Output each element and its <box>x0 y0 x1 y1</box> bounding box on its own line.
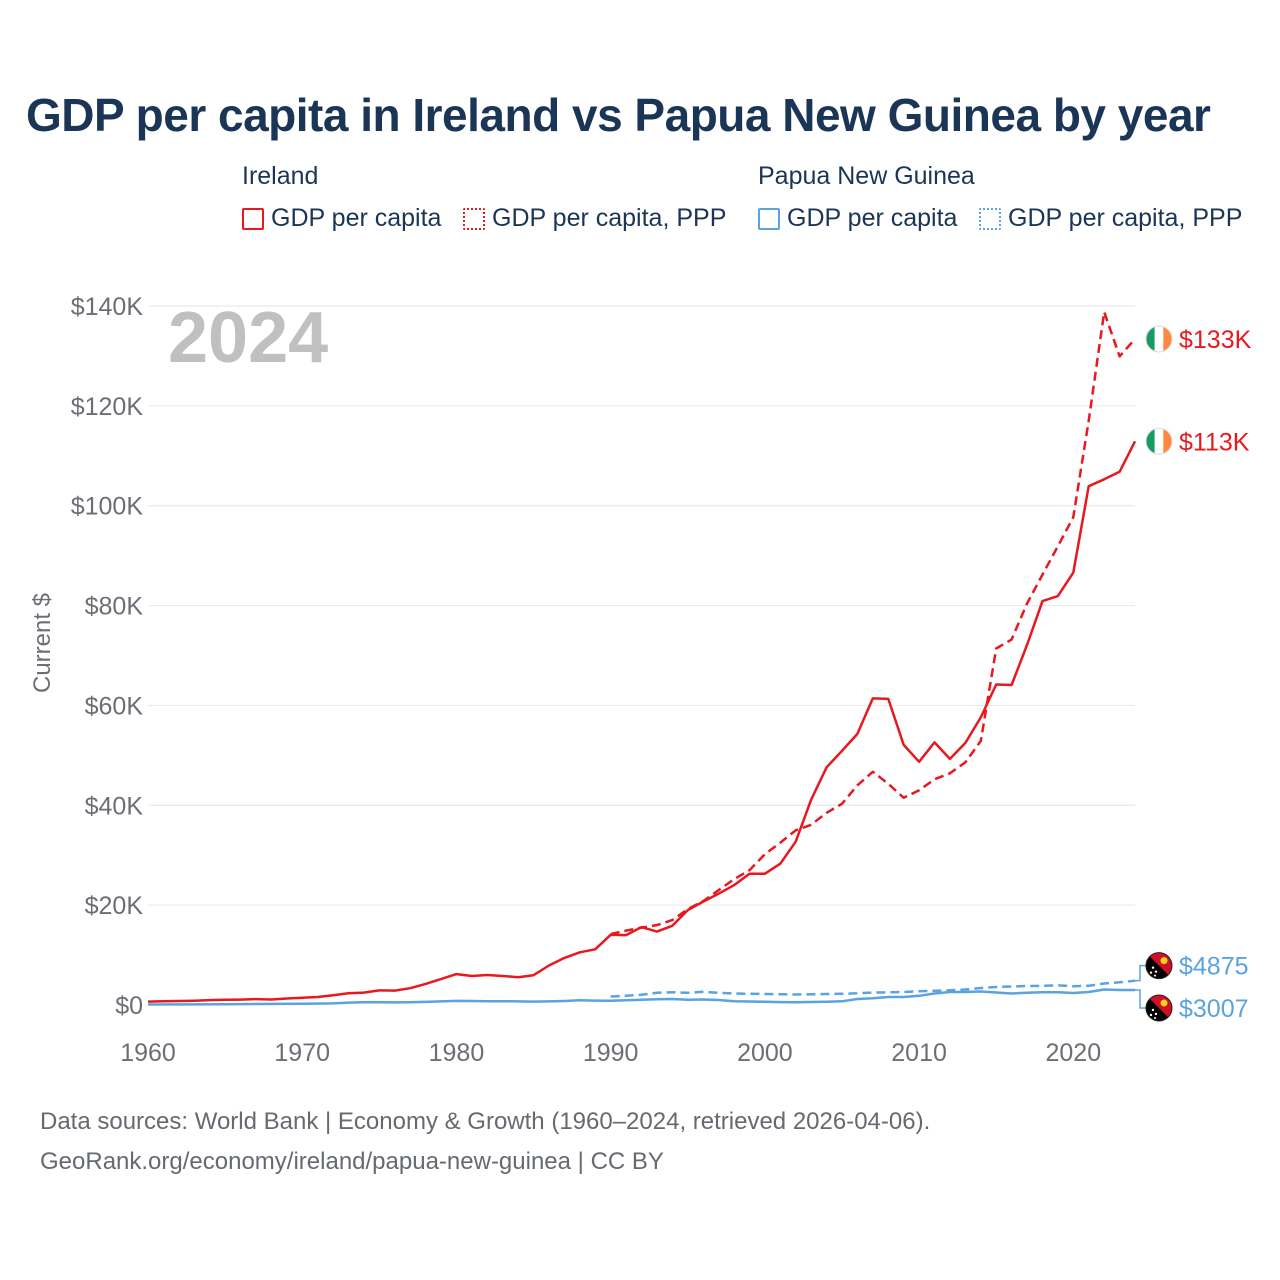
x-tick-label: 2010 <box>891 1039 947 1067</box>
legend-item-ireland-gdp[interactable]: GDP per capita <box>242 204 441 233</box>
dotted-line-swatch-icon <box>979 207 1001 230</box>
x-tick-label: 2000 <box>737 1039 793 1067</box>
legend-item-ireland-gdp-ppp[interactable]: GDP per capita, PPP <box>463 204 726 233</box>
y-tick-label: $100K <box>71 493 144 521</box>
x-tick-label: 1960 <box>120 1039 176 1067</box>
x-tick-label: 1990 <box>583 1039 639 1067</box>
series-line-3[interactable] <box>147 988 1135 1006</box>
y-tick-label: $40K <box>85 792 144 820</box>
ireland-flag-icon <box>1146 326 1172 352</box>
legend-item-label: GDP per capita, PPP <box>492 204 727 232</box>
end-label-value: $3007 <box>1179 995 1249 1023</box>
x-tick-label: 1970 <box>274 1039 330 1067</box>
y-tick-label: $140K <box>71 293 144 321</box>
dotted-line-swatch-icon <box>463 207 485 230</box>
series-line-0[interactable] <box>147 440 1137 1003</box>
y-tick-label: $20K <box>85 892 144 920</box>
x-tick-label: 1980 <box>429 1039 485 1067</box>
end-label-connector <box>1135 989 1146 1009</box>
x-tick-label: 2020 <box>1046 1039 1102 1067</box>
ireland-flag-icon <box>1146 428 1172 454</box>
end-labels: $113K $133K $4875 $3007 <box>1135 326 1252 1023</box>
footer-attribution[interactable]: GeoRank.org/economy/ireland/papua-new-gu… <box>40 1148 664 1175</box>
y-axis-label: Current $ <box>29 593 56 693</box>
footer-sources: Data sources: World Bank | Economy & Gro… <box>40 1108 931 1135</box>
end-label-value: $133K <box>1179 326 1252 354</box>
legend-group-title: Papua New Guinea <box>758 162 975 190</box>
papua-new-guinea-flag-icon <box>1146 953 1172 979</box>
legend-item-png-gdp[interactable]: GDP per capita <box>758 204 957 233</box>
legend-item-label: GDP per capita, PPP <box>1008 204 1243 232</box>
line-chart: $0$20K$40K$60K$80K$100K$120K$140K 1960 19… <box>29 293 1252 1067</box>
chart-title: GDP per capita in Ireland vs Papua New G… <box>26 89 1211 141</box>
x-axis: 1960 1970 1980 1990 2000 2010 2020 <box>120 1039 1101 1067</box>
grid-lines <box>148 305 1135 906</box>
legend-item-label: GDP per capita <box>787 204 958 232</box>
year-watermark: 2024 <box>168 298 328 378</box>
series-line-1[interactable] <box>610 310 1136 936</box>
end-label-connector <box>1135 964 1146 982</box>
y-tick-label: $0 <box>115 992 143 1020</box>
solid-line-swatch-icon <box>758 207 780 230</box>
y-tick-label: $120K <box>71 393 144 421</box>
end-label-value: $4875 <box>1179 953 1249 981</box>
series-line-2[interactable] <box>610 979 1136 998</box>
legend-item-label: GDP per capita <box>271 204 442 232</box>
papua-new-guinea-flag-icon <box>1146 995 1172 1021</box>
y-axis: $0 $20K $40K $60K $80K $100K $120K $140K <box>71 293 144 1020</box>
y-tick-label: $60K <box>85 692 144 720</box>
y-tick-label: $80K <box>85 593 144 621</box>
solid-line-swatch-icon <box>242 207 264 230</box>
end-label-value: $113K <box>1179 428 1250 456</box>
series-lines <box>147 310 1137 1006</box>
legend-group-title: Ireland <box>242 162 319 190</box>
legend-item-png-gdp-ppp[interactable]: GDP per capita, PPP <box>979 204 1242 233</box>
